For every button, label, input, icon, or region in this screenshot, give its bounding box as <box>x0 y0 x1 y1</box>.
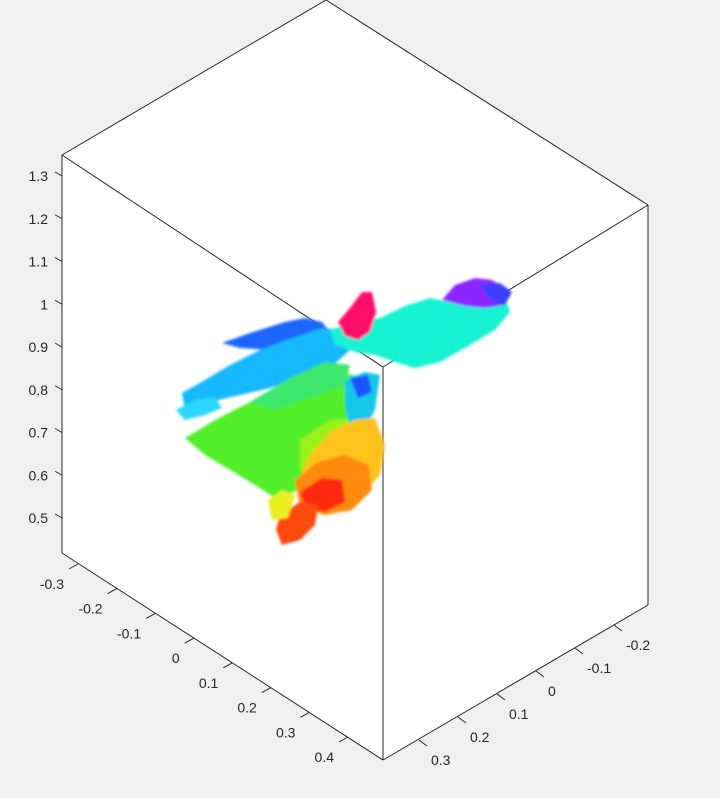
y-tick-label: 0.1 <box>509 706 529 722</box>
z-tick-mark <box>54 257 63 262</box>
z-tick-label: 1.2 <box>29 211 49 227</box>
z-tick-mark <box>54 385 63 391</box>
y-tick-mark <box>574 647 584 655</box>
y-tick-mark <box>613 624 623 632</box>
z-tick-label: 0.6 <box>29 467 49 483</box>
cloud-blue-shard <box>350 375 372 398</box>
x-tick-label: -0.3 <box>40 576 64 592</box>
y-tick-label: 0.3 <box>431 752 451 768</box>
cloud-red-fragment <box>300 478 345 512</box>
x-tick-mark <box>338 736 349 743</box>
z-tick-label: 1 <box>40 296 48 312</box>
x-tick-label: -0.1 <box>117 625 141 641</box>
z-tick-label: 1.1 <box>29 254 49 270</box>
cloud-yellow-stub <box>268 490 295 520</box>
y-axis: -0.2 -0.1 0 0.1 0.2 0.3 <box>418 624 650 768</box>
x-axis: -0.3 -0.2 -0.1 0 0.1 0.2 0.3 0.4 <box>40 563 349 765</box>
z-tick-mark <box>54 428 63 433</box>
cloud-teal-strip <box>345 372 380 435</box>
z-tick-mark <box>54 214 63 220</box>
x-tick-label: 0.3 <box>276 724 296 740</box>
x-tick-mark <box>68 563 79 570</box>
z-axis: 0.5 0.6 0.7 0.8 0.9 1 1.1 1.2 1.3 <box>29 168 63 526</box>
y-tick-label: -0.2 <box>626 637 650 653</box>
y-tick-label: 0 <box>548 683 556 699</box>
cloud-blue-tip-edge <box>480 283 512 305</box>
z-tick-mark <box>54 299 63 305</box>
x-tick-label: 0.4 <box>315 749 335 765</box>
point-cloud <box>176 278 512 545</box>
x-tick-mark <box>145 612 156 619</box>
z-tick-mark <box>54 513 63 519</box>
x-tick-mark <box>223 662 233 669</box>
y-tick-mark <box>457 716 467 724</box>
z-tick-label: 1.3 <box>29 168 49 184</box>
cloud-green-fan-upper <box>250 362 350 410</box>
z-tick-label: 0.8 <box>29 382 49 398</box>
plot-face-top <box>62 0 648 367</box>
x-tick-label: -0.2 <box>78 601 102 617</box>
z-tick-mark <box>54 342 63 348</box>
x-tick-label: 0 <box>172 650 180 666</box>
z-tick-label: 0.5 <box>29 510 49 526</box>
y-tick-label: -0.1 <box>587 660 611 676</box>
z-tick-mark <box>54 171 63 177</box>
x-tick-mark <box>261 687 272 694</box>
x-tick-mark <box>107 588 117 595</box>
x-tick-mark <box>300 711 310 718</box>
cloud-cyan-arm-tail <box>176 397 222 420</box>
y-tick-mark <box>496 693 506 701</box>
cloud-cyan-body <box>330 297 510 368</box>
y-tick-mark <box>418 739 428 747</box>
y-tick-label: 0.2 <box>470 729 490 745</box>
x-tick-label: 0.2 <box>237 700 257 716</box>
z-tick-label: 0.7 <box>29 425 49 441</box>
y-tick-mark <box>535 670 545 678</box>
z-tick-label: 0.9 <box>29 339 49 355</box>
x-tick-mark <box>184 637 194 644</box>
axis-box <box>61 0 649 761</box>
z-tick-mark <box>54 470 63 476</box>
cloud-magenta-fragment <box>338 292 376 340</box>
x-tick-label: 0.1 <box>199 675 219 691</box>
cloud-azure-arm <box>182 328 350 410</box>
